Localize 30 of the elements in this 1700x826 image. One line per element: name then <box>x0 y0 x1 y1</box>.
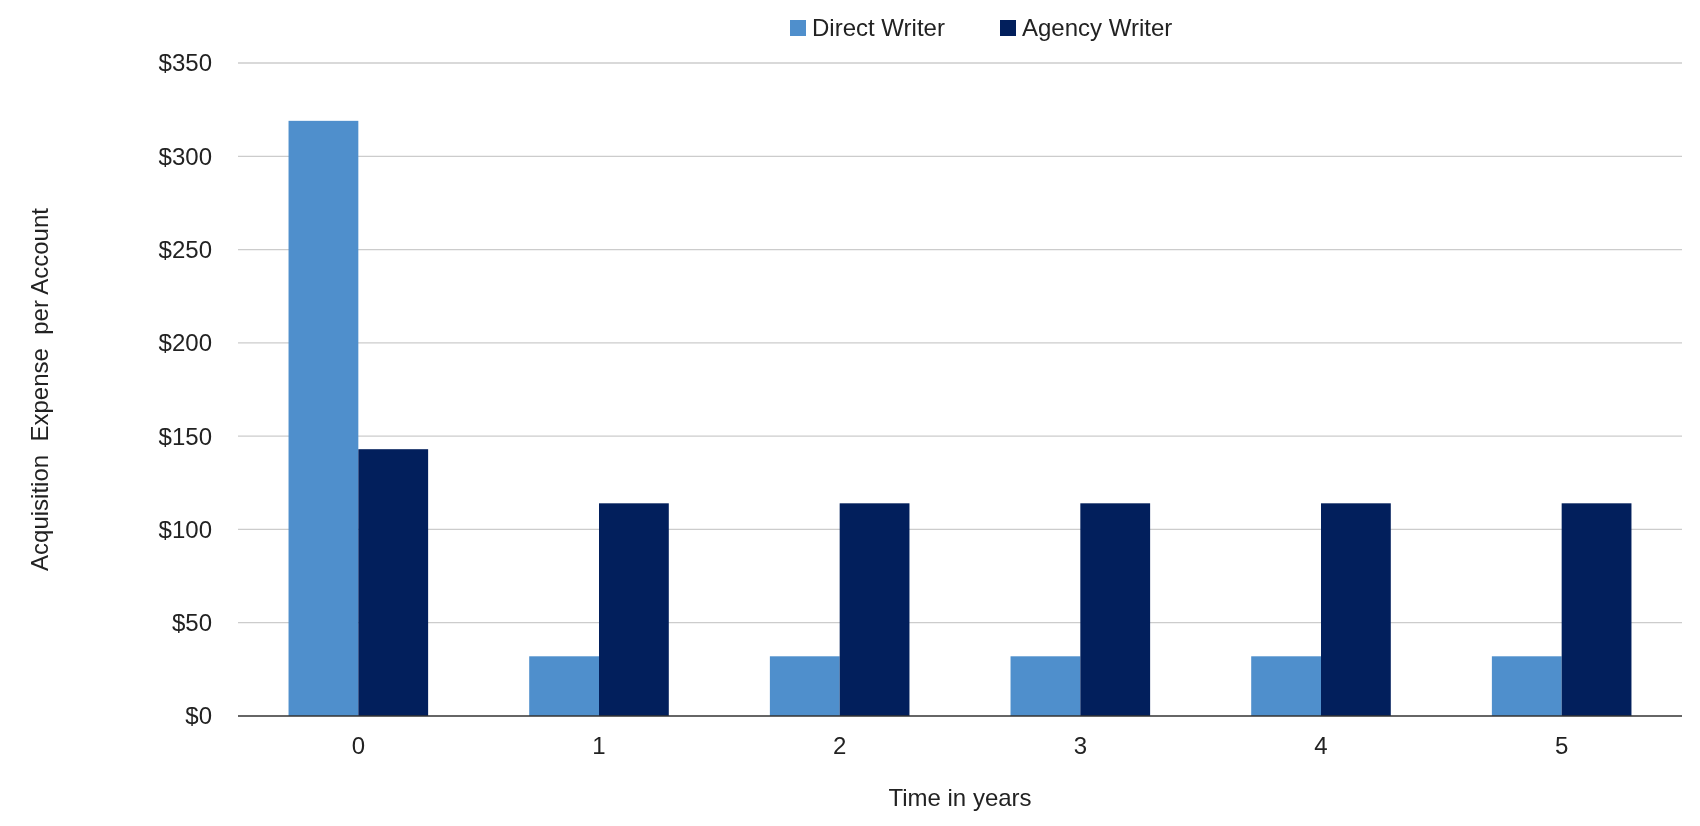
y-tick-label: $150 <box>158 422 212 450</box>
legend-label: Direct Writer <box>812 14 945 42</box>
x-tick-label: 3 <box>1073 732 1088 759</box>
bar <box>1080 503 1151 716</box>
x-tick-label: 4 <box>1314 732 1328 759</box>
bar <box>288 120 359 716</box>
y-tick-label: $0 <box>185 702 212 730</box>
y-axis-title: Acquisition Expense per Account <box>26 207 53 571</box>
bar <box>1491 656 1562 716</box>
x-tick-label: 2 <box>832 732 847 759</box>
x-tick-label: 5 <box>1554 732 1569 759</box>
bar <box>529 656 599 716</box>
y-tick-label: $200 <box>158 329 212 357</box>
y-tick-label: $100 <box>158 515 212 543</box>
y-tick-label: $300 <box>158 142 212 170</box>
y-tick-label: $250 <box>158 235 212 263</box>
bar <box>599 503 669 716</box>
bar <box>769 656 840 716</box>
bar <box>839 503 910 716</box>
legend-label: Agency Writer <box>1022 14 1173 42</box>
x-tick-label: 0 <box>351 732 366 759</box>
x-tick-label: 1 <box>592 732 606 759</box>
bar <box>1251 656 1321 716</box>
bar <box>1321 503 1391 716</box>
y-tick-label: $50 <box>171 609 212 637</box>
bar <box>1010 656 1081 716</box>
y-tick-label: $350 <box>158 49 212 77</box>
x-axis-title: Time in years <box>888 784 1032 811</box>
bar <box>1561 503 1632 716</box>
bar <box>358 449 429 716</box>
